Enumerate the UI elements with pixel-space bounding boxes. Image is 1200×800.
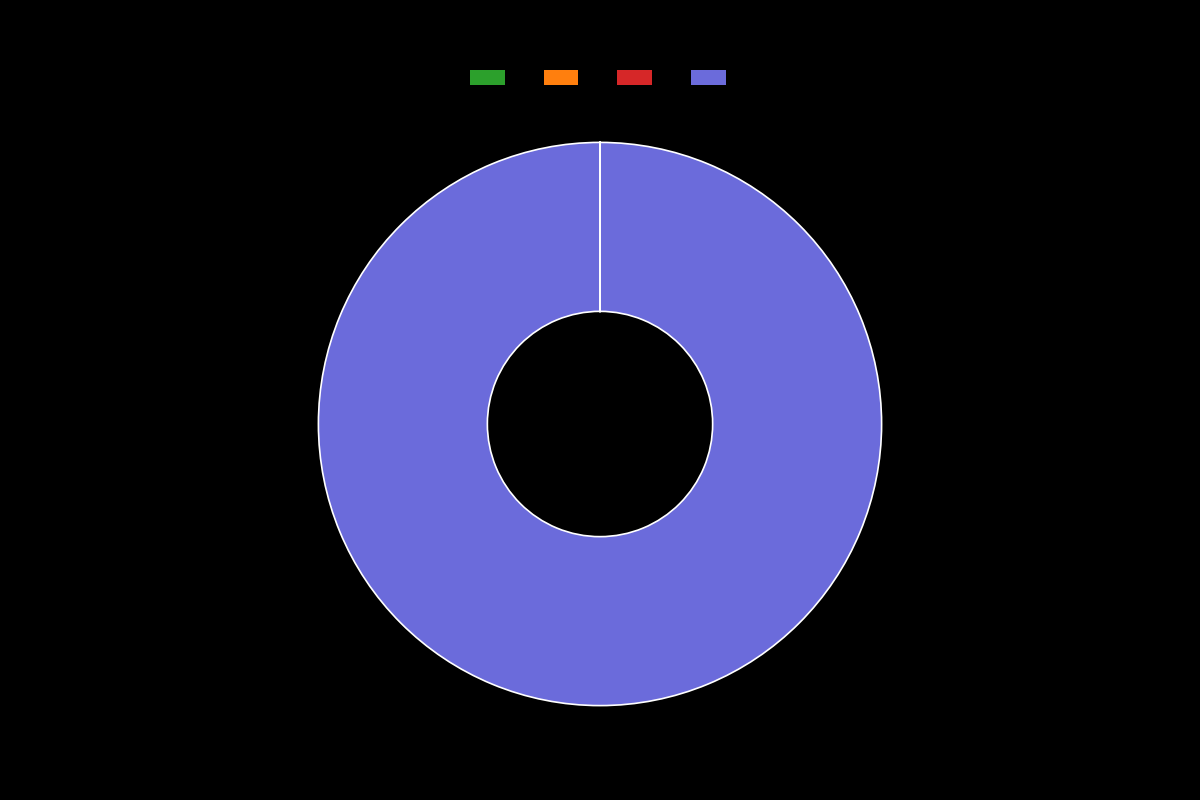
Legend: , , , : , , ,: [464, 65, 736, 90]
Wedge shape: [318, 142, 882, 706]
